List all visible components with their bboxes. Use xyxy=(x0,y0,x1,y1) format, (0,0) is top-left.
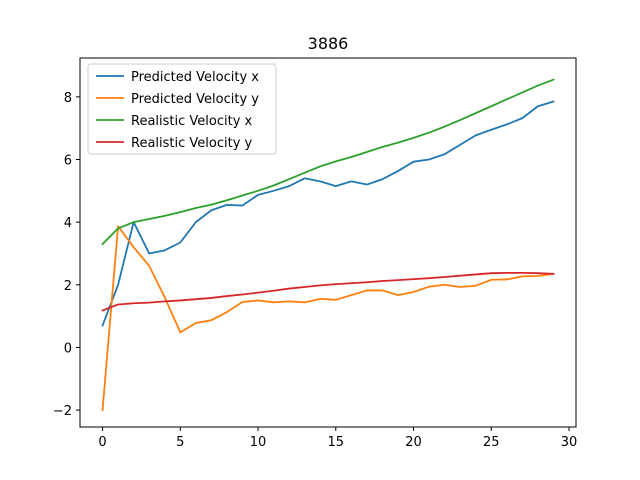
y-tick-label: 4 xyxy=(64,216,72,231)
chart-title: 3886 xyxy=(308,34,349,53)
axes-frame xyxy=(79,57,577,428)
x-tick-label: 30 xyxy=(561,435,578,450)
x-tick-label: 5 xyxy=(176,435,184,450)
legend-label: Predicted Velocity x xyxy=(131,70,259,85)
y-tick-label: 6 xyxy=(64,153,72,168)
y-tick-label: 8 xyxy=(64,91,72,106)
x-tick-label: 15 xyxy=(328,435,345,450)
x-tick-label: 20 xyxy=(405,435,422,450)
series-line-1 xyxy=(101,100,555,327)
legend-label: Realistic Velocity x xyxy=(131,114,253,129)
x-axis: 0 5 10 15 20 25 30 xyxy=(98,427,577,450)
legend-box xyxy=(87,63,277,155)
legend-label: Predicted Velocity y xyxy=(131,92,259,107)
y-axis: −2 0 2 4 6 8 xyxy=(53,91,80,419)
y-tick-label: 2 xyxy=(64,279,72,294)
legend: Predicted Velocity x Predicted Velocity y… xyxy=(87,63,277,155)
legend-label: Realistic Velocity y xyxy=(131,136,253,151)
y-tick-label: 0 xyxy=(64,341,72,356)
series-line-3 xyxy=(101,78,555,246)
series-layer xyxy=(101,78,555,412)
series-line-2 xyxy=(101,225,555,412)
series-line-4 xyxy=(101,271,555,312)
y-tick-label: −2 xyxy=(53,404,72,419)
x-tick-label: 10 xyxy=(250,435,267,450)
x-tick-label: 0 xyxy=(98,435,106,450)
x-tick-label: 25 xyxy=(483,435,500,450)
